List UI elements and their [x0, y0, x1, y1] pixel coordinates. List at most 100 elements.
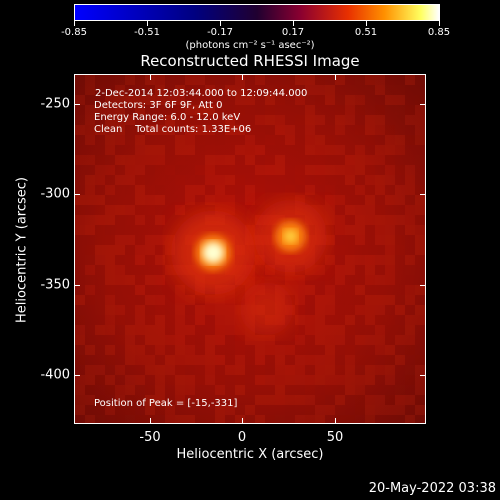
background-cell	[185, 175, 195, 185]
background-cell	[365, 245, 375, 255]
y-tick-right	[420, 375, 426, 376]
background-cell	[235, 295, 245, 305]
background-cell	[255, 385, 265, 395]
background-cell	[325, 285, 335, 295]
background-cell	[185, 95, 195, 105]
background-cell	[265, 385, 275, 395]
background-cell	[315, 295, 325, 305]
background-cell	[95, 135, 105, 145]
background-cell	[305, 335, 315, 345]
background-cell	[375, 205, 385, 215]
background-cell	[265, 95, 275, 105]
background-cell	[275, 185, 285, 195]
background-cell	[165, 415, 175, 423]
background-cell	[155, 415, 165, 423]
background-cell	[175, 195, 185, 205]
background-cell	[325, 115, 335, 125]
background-cell	[355, 185, 365, 195]
background-cell	[415, 225, 425, 235]
background-cell	[85, 195, 95, 205]
background-cell	[415, 355, 425, 365]
background-cell	[115, 365, 125, 375]
background-cell	[265, 265, 275, 275]
background-cell	[385, 285, 395, 295]
background-cell	[205, 305, 215, 315]
background-cell	[195, 135, 205, 145]
background-cell	[95, 245, 105, 255]
rhessi-image-plot: 2-Dec-2014 12:03:44.000 to 12:09:44.000 …	[74, 74, 426, 424]
background-cell	[205, 75, 215, 85]
background-cell	[105, 135, 115, 145]
background-cell	[145, 305, 155, 315]
background-cell	[375, 105, 385, 115]
background-cell	[375, 335, 385, 345]
background-cell	[265, 145, 275, 155]
background-cell	[85, 345, 95, 355]
background-cell	[245, 335, 255, 345]
background-cell	[105, 165, 115, 175]
background-cell	[175, 155, 185, 165]
background-cell	[345, 205, 355, 215]
background-cell	[225, 75, 235, 85]
background-cell	[95, 85, 105, 95]
background-cell	[155, 375, 165, 385]
background-cell	[315, 305, 325, 315]
background-cell	[405, 225, 415, 235]
background-cell	[235, 315, 245, 325]
background-cell	[295, 185, 305, 195]
colorbar-tick	[293, 20, 294, 26]
background-cell	[415, 215, 425, 225]
background-cell	[225, 205, 235, 215]
background-cell	[155, 365, 165, 375]
background-cell	[385, 315, 395, 325]
background-cell	[315, 195, 325, 205]
background-cell	[245, 395, 255, 405]
background-cell	[295, 325, 305, 335]
background-cell	[335, 325, 345, 335]
background-cell	[335, 195, 345, 205]
background-cell	[335, 265, 345, 275]
background-cell	[215, 155, 225, 165]
background-cell	[115, 325, 125, 335]
background-cell	[265, 175, 275, 185]
background-cell	[415, 305, 425, 315]
background-cell	[235, 285, 245, 295]
background-cell	[335, 85, 345, 95]
background-cell	[405, 175, 415, 185]
background-cell	[155, 265, 165, 275]
background-cell	[215, 145, 225, 155]
background-cell	[355, 135, 365, 145]
background-cell	[365, 305, 375, 315]
background-cell	[155, 245, 165, 255]
background-cell	[385, 235, 395, 245]
background-cell	[275, 375, 285, 385]
background-cell	[265, 375, 275, 385]
background-cell	[135, 115, 145, 125]
background-cell	[405, 265, 415, 275]
background-cell	[385, 135, 395, 145]
background-cell	[385, 365, 395, 375]
background-cell	[155, 95, 165, 105]
background-cell	[325, 385, 335, 395]
background-cell	[145, 125, 155, 135]
background-cell	[245, 135, 255, 145]
background-cell	[75, 205, 85, 215]
background-cell	[405, 85, 415, 95]
background-cell	[365, 205, 375, 215]
background-cell	[185, 125, 195, 135]
background-cell	[305, 175, 315, 185]
background-cell	[115, 375, 125, 385]
background-cell	[255, 275, 265, 285]
background-cell	[205, 385, 215, 395]
background-cell	[75, 165, 85, 175]
background-cell	[105, 345, 115, 355]
background-cell	[395, 385, 405, 395]
background-cell	[385, 85, 395, 95]
background-cell	[185, 335, 195, 345]
background-cell	[235, 145, 245, 155]
background-cell	[105, 255, 115, 265]
background-cell	[415, 105, 425, 115]
background-cell	[155, 305, 165, 315]
background-cell	[305, 85, 315, 95]
background-cell	[385, 155, 395, 165]
